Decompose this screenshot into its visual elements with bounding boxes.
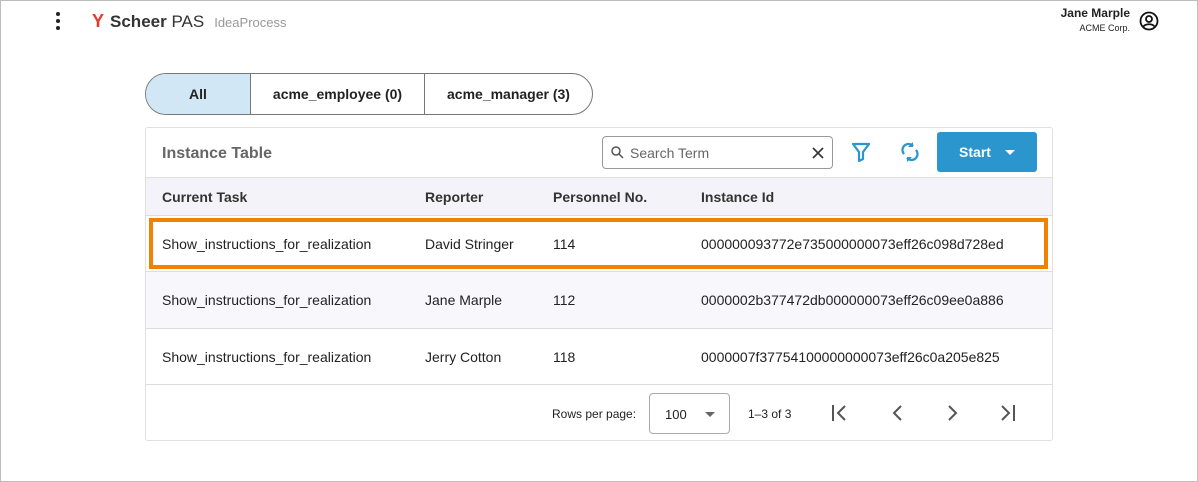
more-menu-icon[interactable]	[55, 12, 61, 30]
user-name: Jane Marple	[1060, 6, 1130, 20]
cell-current-task: Show_instructions_for_realization	[162, 236, 372, 252]
scheer-logo-icon: Y	[92, 11, 105, 31]
table-title: Instance Table	[162, 145, 272, 162]
tab-acme-manager[interactable]: acme_manager (3)	[447, 86, 570, 102]
first-page-icon[interactable]	[830, 404, 850, 422]
logo: Y Scheer PAS IdeaProcess	[92, 11, 286, 32]
role-tabs: All acme_employee (0) acme_manager (3)	[145, 73, 593, 115]
user-info: Jane Marple ACME Corp.	[1061, 6, 1130, 34]
cell-current-task: Show_instructions_for_realization	[162, 292, 372, 308]
user-company: ACME Corp.	[1079, 23, 1130, 33]
tab-acme-employee[interactable]: acme_employee (0)	[251, 74, 425, 114]
table-header: Current Task Reporter Personnel No. Inst…	[146, 177, 1052, 215]
column-current-task[interactable]: Current Task	[162, 188, 248, 205]
table-row[interactable]: Show_instructions_for_realization Jerry …	[146, 328, 1052, 385]
start-button[interactable]: Start	[937, 132, 1037, 172]
instance-table-card: Instance Table Search Term Start Current…	[145, 127, 1053, 441]
page-range: 1–3 of 3	[748, 407, 792, 421]
account-icon[interactable]	[1139, 11, 1159, 31]
clear-icon[interactable]	[812, 146, 824, 159]
column-reporter[interactable]: Reporter	[425, 188, 484, 205]
last-page-icon[interactable]	[997, 404, 1017, 422]
search-icon	[611, 146, 624, 159]
previous-page-icon[interactable]	[890, 404, 904, 422]
refresh-icon[interactable]	[900, 141, 920, 163]
next-page-icon[interactable]	[946, 404, 960, 422]
cell-personnel-no: 112	[553, 292, 576, 308]
cell-instance-id: 000000093772e735000000073eff26c098d728ed	[701, 236, 1004, 252]
cell-reporter: Jane Marple	[425, 292, 503, 308]
column-instance-id[interactable]: Instance Id	[701, 188, 775, 205]
brand-name: Scheer	[110, 12, 167, 31]
app-name: IdeaProcess	[214, 15, 287, 30]
search-input[interactable]: Search Term	[602, 136, 833, 169]
cell-personnel-no: 114	[553, 236, 576, 252]
cell-instance-id: 0000007f37754100000000073eff26c0a205e825	[701, 349, 1000, 365]
cell-personnel-no: 118	[553, 349, 576, 365]
cell-current-task: Show_instructions_for_realization	[162, 349, 372, 365]
tab-all[interactable]: All	[146, 74, 251, 114]
filter-icon[interactable]	[852, 142, 870, 162]
search-placeholder: Search Term	[630, 144, 710, 161]
table-row[interactable]: Show_instructions_for_realization Jane M…	[146, 271, 1052, 328]
chevron-down-icon	[705, 412, 715, 417]
cell-instance-id: 0000002b377472db000000073eff26c09ee0a886	[701, 292, 1004, 308]
brand-suffix: PAS	[171, 12, 205, 31]
table-row[interactable]: Show_instructions_for_realization David …	[146, 215, 1052, 272]
table-pagination: Rows per page: 100 1–3 of 3	[146, 384, 1052, 441]
column-personnel-no[interactable]: Personnel No.	[553, 188, 648, 205]
dropdown-caret-icon	[1004, 149, 1015, 155]
rows-per-page-value: 100	[665, 407, 687, 422]
rows-per-page-label: Rows per page:	[552, 407, 637, 421]
cell-reporter: David Stringer	[425, 236, 514, 252]
start-label: Start	[959, 144, 991, 160]
rows-per-page-select[interactable]: 100	[649, 393, 730, 434]
cell-reporter: Jerry Cotton	[425, 349, 502, 365]
